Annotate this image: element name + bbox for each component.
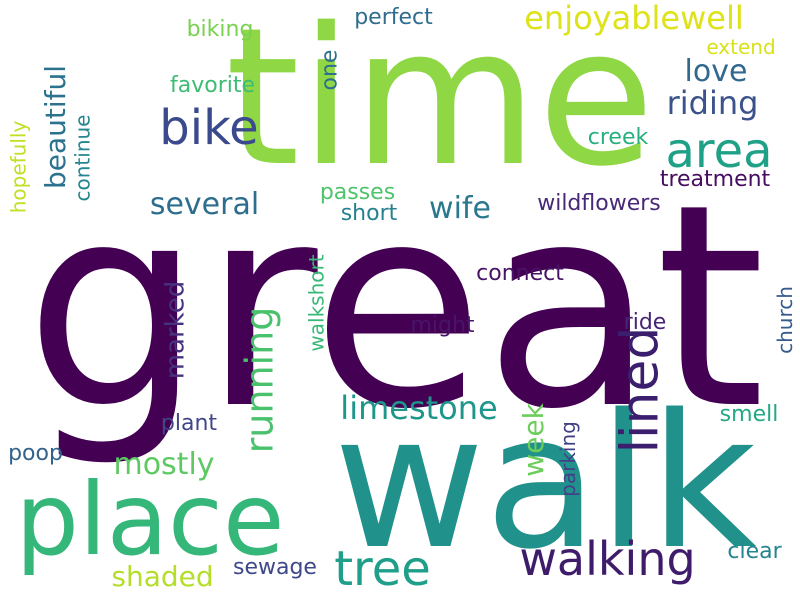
- word-area: area: [665, 123, 773, 179]
- word-walkshort: walkshort: [304, 253, 329, 352]
- word-extend: extend: [706, 34, 776, 59]
- word-favorite: favorite: [169, 72, 256, 98]
- word-walk: walk: [333, 374, 757, 590]
- word-running: running: [236, 306, 281, 454]
- word-short: short: [340, 201, 398, 226]
- word-might: might: [410, 312, 475, 338]
- word-hopefully: hopefully: [6, 120, 31, 214]
- word-several: several: [149, 187, 260, 222]
- word-biking: biking: [186, 16, 254, 42]
- word-bike: bike: [159, 99, 259, 156]
- word-mostly: mostly: [113, 447, 215, 482]
- word-clear: clear: [727, 538, 782, 564]
- word-limestone: limestone: [340, 388, 498, 427]
- word-walking: walking: [519, 532, 696, 586]
- word-sewage: sewage: [233, 554, 317, 580]
- word-lined: lined: [609, 326, 670, 454]
- word-continue: continue: [70, 114, 95, 201]
- word-plant: plant: [160, 410, 218, 436]
- word-church: church: [773, 286, 797, 354]
- word-marked: marked: [160, 280, 190, 380]
- word-beautiful: beautiful: [39, 64, 73, 189]
- word-great: great: [24, 144, 766, 471]
- word-tree: tree: [334, 540, 431, 597]
- word-shaded: shaded: [111, 559, 214, 593]
- word-passes: passes: [319, 179, 396, 205]
- word-poop: poop: [8, 440, 63, 466]
- word-wife: wife: [429, 191, 491, 226]
- word-connect: connect: [476, 261, 564, 286]
- word-treatment: treatment: [659, 167, 771, 192]
- word-wildflowers: wildflowers: [537, 191, 661, 216]
- word-enjoyablewell: enjoyablewell: [524, 0, 744, 37]
- word-time: time: [225, 0, 655, 208]
- word-perfect: perfect: [354, 4, 433, 30]
- word-ride: ride: [623, 309, 667, 335]
- word-love: love: [684, 53, 748, 89]
- word-place: place: [15, 461, 285, 578]
- word-week: week: [516, 403, 550, 477]
- word-one: one: [316, 49, 342, 91]
- word-parking: parking: [555, 421, 580, 497]
- word-smell: smell: [719, 402, 779, 427]
- word-riding: riding: [666, 83, 759, 122]
- word-creek: creek: [587, 124, 649, 150]
